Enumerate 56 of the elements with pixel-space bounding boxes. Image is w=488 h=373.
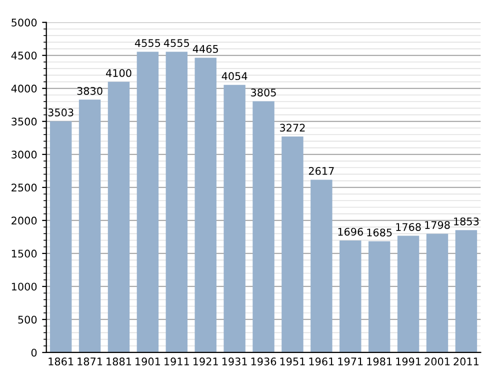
bar	[282, 136, 304, 352]
y-tick-label: 2500	[12, 184, 37, 192]
data-label: 2617	[308, 167, 334, 175]
bar	[310, 180, 332, 352]
data-label: 1685	[367, 228, 392, 236]
data-label: 4555	[164, 39, 189, 47]
bar	[108, 82, 130, 352]
data-label: 3272	[280, 124, 305, 132]
x-tick-label: 1871	[78, 358, 102, 366]
bar	[194, 58, 216, 352]
x-tick-label: 1931	[222, 358, 247, 366]
y-tick-label: 500	[18, 316, 37, 324]
y-tick-label: 2000	[12, 216, 37, 225]
y-tick-label: 4500	[11, 52, 37, 60]
y-tick-label: 0	[31, 348, 37, 357]
x-tick-label: 1861	[48, 358, 74, 366]
data-label: 3503	[48, 108, 74, 116]
x-tick-label: 1971	[338, 358, 363, 366]
bar	[136, 52, 159, 352]
data-label: 3805	[251, 88, 276, 96]
x-tick-label: 1936	[251, 358, 276, 366]
data-label: 3830	[77, 86, 102, 95]
bar	[397, 236, 420, 352]
bar	[166, 52, 188, 352]
bar	[426, 234, 448, 352]
x-tick-label: 2011	[454, 358, 478, 366]
x-tick-label: 1921	[194, 358, 218, 366]
data-label: 1853	[454, 217, 479, 226]
bar	[368, 241, 390, 352]
x-tick-label: 2001	[424, 358, 450, 366]
bar	[252, 101, 274, 352]
y-tick-label: 1500	[12, 250, 37, 258]
bar	[455, 230, 478, 352]
x-tick-label: 1881	[106, 358, 132, 366]
x-tick-label: 1991	[396, 358, 421, 366]
x-tick-label: 1901	[136, 358, 160, 366]
data-label: 4100	[106, 69, 132, 78]
data-label: 1696	[338, 228, 363, 236]
x-tick-label: 1911	[164, 358, 189, 366]
y-tick-label: 5000	[12, 18, 37, 26]
y-tick-label: 1000	[12, 282, 37, 291]
data-label: 1768	[396, 223, 421, 231]
data-label: 4555	[134, 39, 160, 47]
x-tick-label: 1951	[280, 358, 305, 366]
y-tick-label: 3500	[12, 118, 37, 126]
bar	[78, 100, 101, 352]
y-tick-label: 3000	[12, 150, 37, 159]
data-label: 4465	[192, 45, 218, 53]
bar	[50, 121, 72, 352]
bar	[340, 240, 362, 352]
y-tick-label: 4000	[11, 84, 37, 93]
data-label: 4054	[222, 72, 248, 80]
data-label: 1798	[425, 221, 450, 229]
x-tick-label: 1981	[367, 358, 392, 366]
x-tick-label: 1961	[309, 358, 334, 366]
bar	[224, 84, 246, 352]
